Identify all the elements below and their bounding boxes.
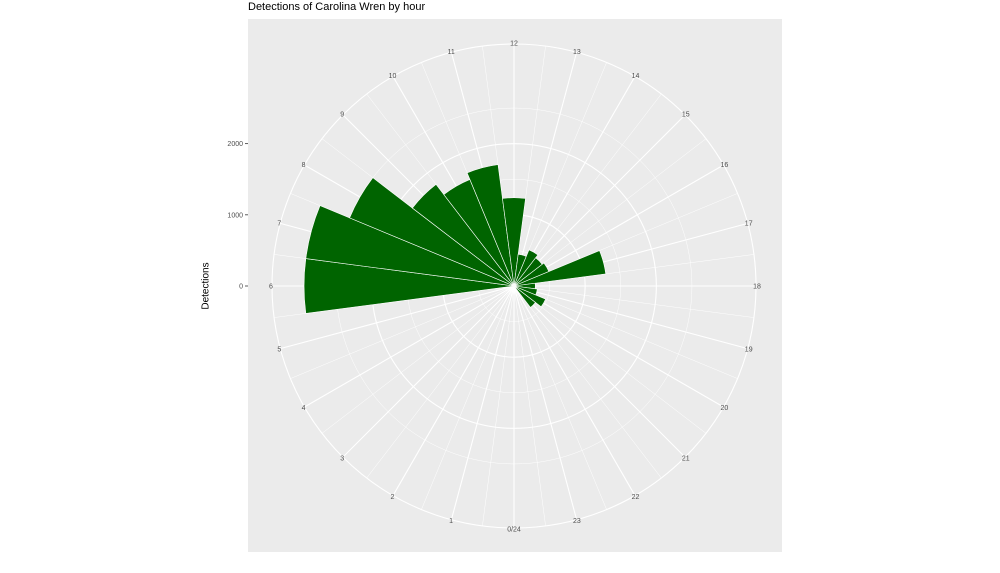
hour-label: 14 [632,73,640,80]
hour-label: 10 [389,73,397,80]
minor-grid-spoke [321,285,515,434]
y-tick-label: 0 [239,284,243,291]
bar-hour-7 [305,205,515,287]
bar-hour-17 [513,250,607,287]
minor-grid-spoke [421,285,515,510]
major-grid-spoke [513,285,724,408]
hour-label: 23 [573,518,581,525]
major-grid-spoke [342,285,515,458]
major-grid-spoke [513,285,748,350]
bars [303,164,607,314]
hour-label: 17 [745,221,753,228]
hour-label: 13 [573,49,581,56]
minor-grid-spoke [290,285,515,379]
y-tick-label: 2000 [227,141,243,148]
minor-grid-spoke [513,285,754,318]
bar-hour-11 [466,164,515,287]
minor-grid-spoke [513,138,707,287]
bar-hour-8 [349,177,515,287]
hour-label: 16 [721,162,729,169]
minor-grid-spoke [482,285,515,526]
chart-title: Detections of Carolina Wren by hour [248,1,426,13]
hour-label: 21 [682,455,690,462]
minor-grid-spoke [366,285,515,479]
minor-grid-spoke [513,285,662,479]
minor-grid-spoke [513,285,546,526]
major-grid-spoke [513,285,636,496]
hour-label: 5 [277,346,281,353]
minor-grid-spoke [513,62,607,287]
minor-grid-spoke [513,93,662,287]
minor-grid-spoke [513,285,707,434]
minor-grid-spoke [513,285,738,379]
bar-hour-21 [513,285,536,308]
hour-label: 19 [745,346,753,353]
bar-hour-12 [502,197,526,287]
hour-labels: 0/24123456789101112131415161718192021222… [269,41,761,534]
major-grid-spoke [513,285,578,520]
hour-label: 11 [447,49,454,56]
hour-label: 0/24 [507,527,521,534]
hour-label: 9 [340,112,344,119]
hour-label: 1 [449,518,453,525]
hour-label: 12 [510,41,518,48]
hour-label: 22 [632,494,640,501]
major-grid-spoke [513,76,636,287]
hour-label: 2 [391,494,395,501]
major-grid-spoke [513,164,724,287]
hour-label: 8 [302,162,306,169]
major-grid-spoke [513,285,686,458]
bar-hour-14 [513,249,539,287]
major-grid-spoke [513,52,578,287]
bar-hour-9 [411,183,515,287]
major-grid-spoke [513,114,686,287]
hour-label: 6 [269,284,273,291]
y-axis: 0 1000 2000 [227,141,248,291]
major-grid-spoke [392,285,515,496]
hour-label: 7 [277,221,281,228]
minor-grid-spoke [513,285,607,510]
y-tick-label: 1000 [227,212,243,219]
hour-label: 3 [340,455,344,462]
hour-label: 4 [302,405,306,412]
bar-hour-20 [513,285,546,308]
hour-label: 15 [682,112,690,119]
major-grid-spoke [304,285,515,408]
major-grid-spoke [450,285,515,520]
hour-label: 18 [753,284,761,291]
major-grid-spoke [280,285,515,350]
hour-label: 20 [721,405,729,412]
